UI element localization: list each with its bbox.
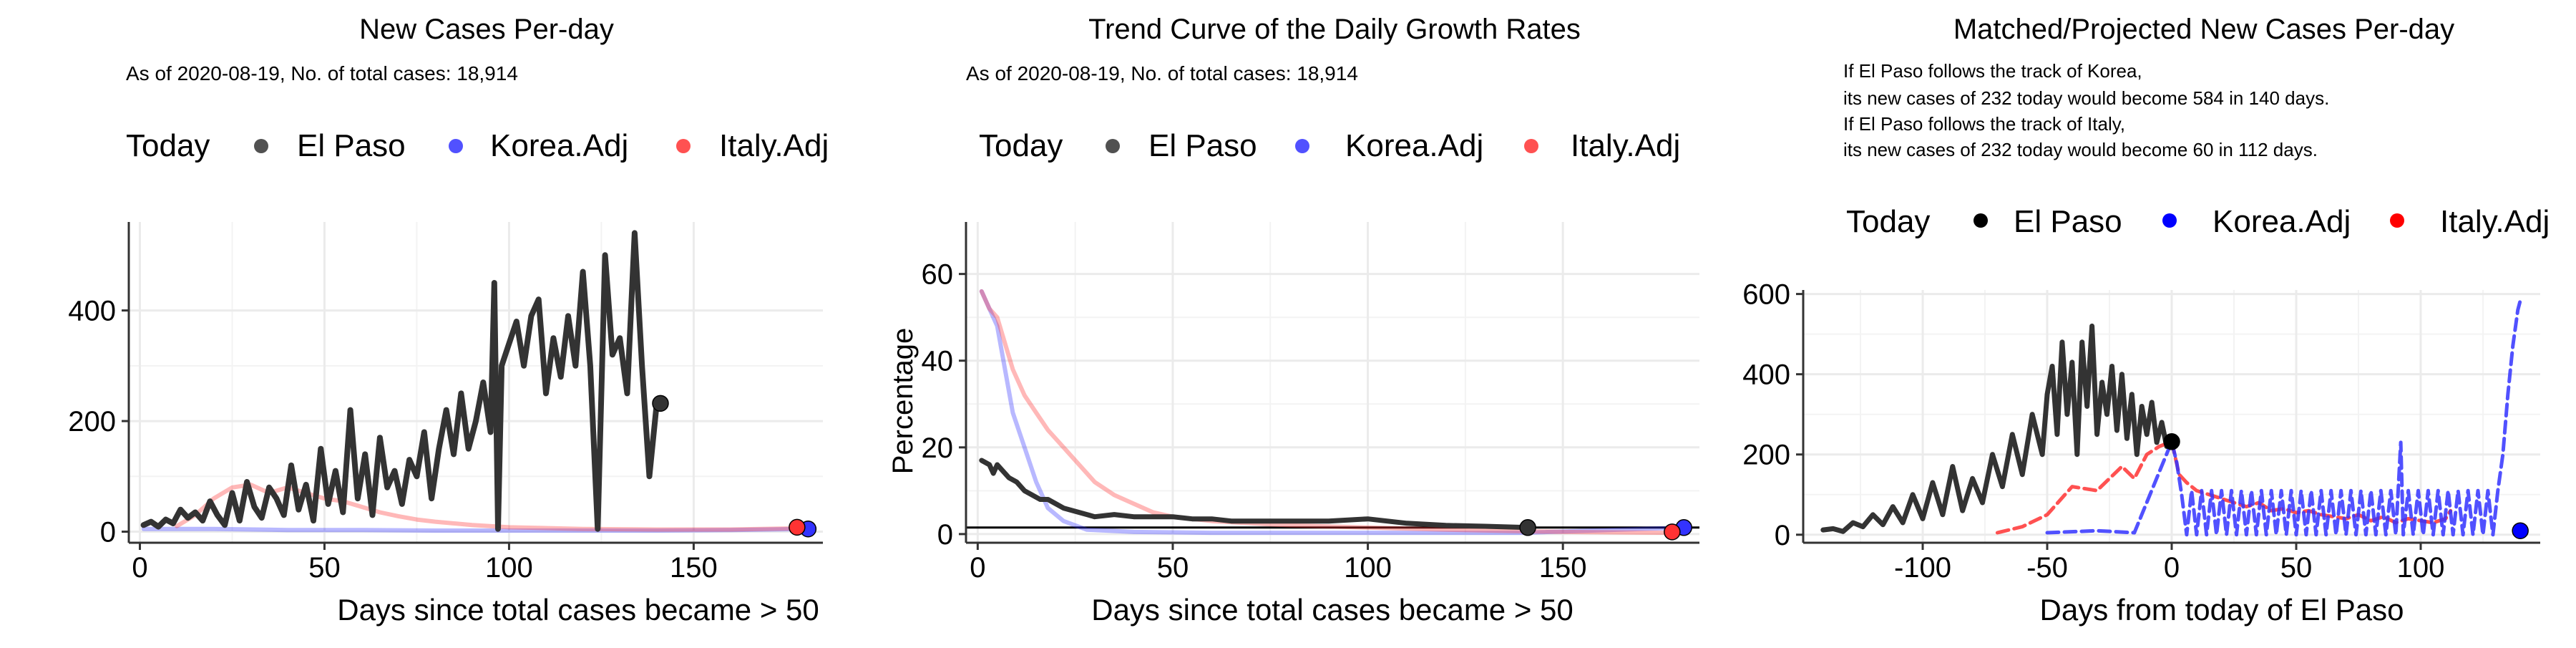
x-tick-label: 50	[308, 552, 341, 584]
x-tick-label: 100	[485, 552, 533, 584]
today-point-elpaso	[2163, 433, 2180, 450]
x-tick-label: 50	[1157, 552, 1189, 584]
panel-projected: Matched/Projected New Cases Per-day If E…	[1717, 0, 2576, 644]
legend-title: Today	[126, 128, 210, 163]
series-line-elpaso	[1820, 323, 2175, 534]
series-line-korea	[2045, 299, 2522, 537]
legend: Today El Paso Korea.Adj Italy.Adj	[1846, 204, 2550, 239]
x-tick-label: 100	[1344, 552, 1392, 584]
legend-label-italy: Italy.Adj	[1571, 128, 1680, 163]
plot-background	[966, 222, 1699, 543]
today-point-italy	[789, 518, 806, 536]
legend-title: Today	[979, 128, 1063, 163]
plot-area: -100 -50 0 50 100 0 200 400 600	[1742, 279, 2540, 584]
series-line-elpaso	[979, 458, 1531, 531]
panel-new-cases: New Cases Per-day As of 2020-08-19, No. …	[0, 0, 859, 644]
series-line-korea	[141, 526, 807, 533]
legend-label-elpaso: El Paso	[297, 128, 406, 163]
x-tick-label: -50	[2026, 552, 2068, 584]
legend-label-italy: Italy.Adj	[2440, 204, 2550, 239]
series-line-elpaso	[140, 230, 660, 532]
chart-title: Matched/Projected New Cases Per-day	[1953, 14, 2454, 45]
chart-subtitle: As of 2020-08-19, No. of total cases: 18…	[966, 62, 1358, 84]
legend-marker-korea	[2162, 213, 2177, 228]
series-line-italy	[979, 289, 1674, 536]
legend-marker-korea	[449, 139, 463, 153]
legend-marker-elpaso	[254, 139, 268, 153]
legend-label-italy: Italy.Adj	[719, 128, 829, 163]
x-tick-label: 0	[2164, 552, 2180, 584]
chart-title: Trend Curve of the Daily Growth Rates	[1088, 14, 1581, 45]
x-tick-label: 150	[670, 552, 718, 584]
x-tick-label: 100	[2397, 552, 2445, 584]
legend-marker-korea	[1295, 139, 1309, 153]
chart-new-cases: New Cases Per-day As of 2020-08-19, No. …	[68, 14, 829, 627]
y-tick-label: 20	[922, 432, 954, 464]
plot-area: 0 50 100 150 0 200 400	[68, 222, 823, 584]
y-tick-label: 60	[922, 259, 954, 291]
y-tick-label: 0	[1775, 520, 1790, 551]
x-tick-label: -100	[1894, 552, 1951, 584]
series-line-italy	[1995, 440, 2453, 535]
chart-subtitle: As of 2020-08-19, No. of total cases: 18…	[126, 62, 518, 84]
legend-label-korea: Korea.Adj	[490, 128, 628, 163]
y-tick-label: 0	[100, 517, 116, 548]
today-point-korea	[2512, 522, 2529, 539]
legend-label-elpaso: El Paso	[1148, 128, 1257, 163]
x-axis-label: Days from today of El Paso	[2040, 593, 2404, 627]
legend-label-korea: Korea.Adj	[2212, 204, 2351, 239]
legend-label-korea: Korea.Adj	[1345, 128, 1483, 163]
today-point-elpaso	[1519, 519, 1536, 536]
y-tick-label: 600	[1742, 279, 1790, 311]
y-tick-label: 200	[68, 406, 116, 437]
chart-subtitle-line-4: its new cases of 232 today would become …	[1843, 139, 2318, 160]
legend-marker-elpaso	[1106, 139, 1120, 153]
y-tick-label: 40	[922, 346, 954, 377]
legend-marker-italy	[1524, 139, 1538, 153]
legend-marker-italy	[676, 139, 691, 153]
chart-projected: Matched/Projected New Cases Per-day If E…	[1742, 14, 2550, 627]
chart-subtitle-line-2: its new cases of 232 today would become …	[1843, 87, 2329, 109]
x-axis-label: Days since total cases became > 50	[337, 593, 819, 627]
legend: Today El Paso Korea.Adj Italy.Adj	[126, 128, 829, 163]
chart-subtitle-line-3: If El Paso follows the track of Italy,	[1843, 113, 2125, 135]
x-tick-label: 150	[1539, 552, 1587, 584]
legend: Today El Paso Korea.Adj Italy.Adj	[979, 128, 1680, 163]
legend-marker-elpaso	[1974, 213, 1988, 228]
chart-growth-rates: Trend Curve of the Daily Growth Rates As…	[887, 14, 1699, 627]
y-tick-label: 400	[68, 296, 116, 327]
y-tick-label: 0	[937, 519, 953, 551]
legend-label-elpaso: El Paso	[2014, 204, 2122, 239]
legend-title: Today	[1846, 204, 1930, 239]
series-line-korea	[979, 289, 1687, 536]
panel-growth-rates: Trend Curve of the Daily Growth Rates As…	[859, 0, 1717, 644]
chart-subtitle-line-1: If El Paso follows the track of Korea,	[1843, 60, 2142, 82]
today-point-italy	[1664, 523, 1681, 541]
x-tick-label: 0	[970, 552, 985, 584]
chart-title: New Cases Per-day	[359, 14, 614, 45]
x-tick-label: 50	[2280, 552, 2313, 584]
x-axis-label: Days since total cases became > 50	[1091, 593, 1574, 627]
plot-area: 0 50 100 150 0 20 40 60	[922, 222, 1699, 584]
series-line-italy	[175, 482, 799, 532]
x-tick-label: 0	[132, 552, 147, 584]
y-tick-label: 400	[1742, 359, 1790, 391]
y-axis-label: Percentage	[887, 328, 919, 475]
y-tick-label: 200	[1742, 440, 1790, 471]
today-point-elpaso	[652, 395, 669, 412]
legend-marker-italy	[2390, 213, 2404, 228]
